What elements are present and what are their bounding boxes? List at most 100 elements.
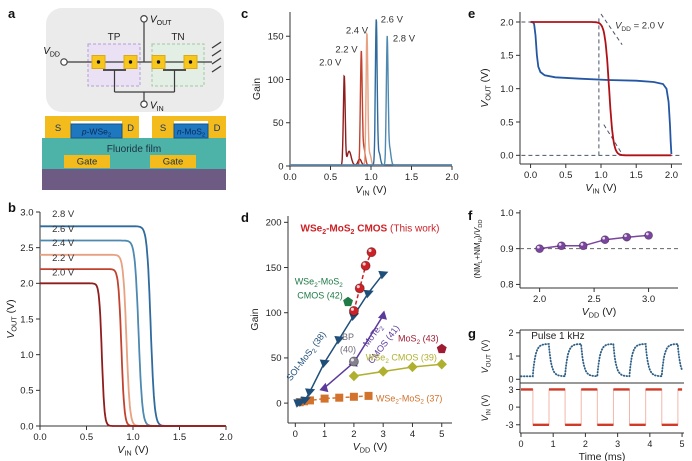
svg-text:-3: -3: [505, 420, 513, 430]
svg-text:5: 5: [680, 439, 685, 449]
svg-text:VIN: VIN: [150, 101, 164, 114]
series-bp-40: [348, 356, 359, 367]
svg-text:2: 2: [351, 429, 356, 440]
svg-text:3.0: 3.0: [20, 207, 33, 218]
svg-text:2.0: 2.0: [219, 432, 232, 443]
panel-f-chart: 2.0 2.5 3.0 0.8 0.9 1.0 VDD (V) (NML+NMH)/VDD: [473, 208, 678, 320]
svg-text:1: 1: [551, 439, 556, 449]
chart-c: 0.0 0.5 1.0 1.5 2.0 0 50 100 150 VIN (V) Gain 2.0 V…: [251, 12, 459, 198]
svg-text:2.4 V: 2.4 V: [346, 26, 369, 37]
svg-text:2.2 V: 2.2 V: [335, 45, 358, 56]
svg-text:2.0: 2.0: [20, 279, 33, 290]
svg-text:2.0: 2.0: [533, 294, 546, 305]
axis-labels-b: 0.0 0.5 1.0 1.5 2.0 0.0 0.5 1.0 1.5 2.0 2.5 3.0 VIN …: [5, 207, 233, 457]
svg-text:SOI-MoS2 (38): SOI-MoS2 (38): [284, 330, 329, 385]
svg-text:1.0: 1.0: [594, 170, 607, 181]
svg-text:VOUT (V): VOUT (V): [5, 299, 19, 338]
svg-text:0.5: 0.5: [80, 432, 93, 443]
svg-text:D: D: [214, 123, 221, 134]
axis-labels-g1: 0 1 2 VOUT (V): [480, 328, 514, 384]
svg-text:100: 100: [266, 308, 282, 319]
svg-text:0.0: 0.0: [524, 170, 537, 181]
axes-c: [286, 12, 453, 170]
svg-text:3: 3: [381, 429, 386, 440]
panel-c-chart: 0.0 0.5 1.0 1.5 2.0 0 50 100 150 VIN (V) Gain 2.0 V…: [251, 12, 459, 198]
svg-text:0: 0: [508, 402, 513, 412]
contact-dot-icon: [128, 60, 133, 64]
svg-text:TP: TP: [108, 32, 121, 43]
chart-f: 2.0 2.5 3.0 0.8 0.9 1.0 VDD (V) (NML+NMH)/VDD: [473, 208, 678, 320]
svg-text:0.5: 0.5: [324, 172, 337, 183]
svg-text:VOUT: VOUT: [150, 15, 172, 28]
svg-text:VDD: VDD: [43, 46, 60, 59]
panel-label-b: b: [8, 200, 16, 215]
svg-text:2.0: 2.0: [665, 170, 678, 181]
svg-text:(40): (40): [340, 344, 356, 354]
svg-text:CMOS (42): CMOS (42): [297, 290, 343, 300]
svg-text:5: 5: [439, 429, 444, 440]
svg-text:1.0: 1.0: [126, 432, 139, 443]
chart-b: 0.0 0.5 1.0 1.5 2.0 0.0 0.5 1.0 1.5 2.0 2.5 3.0 VIN …: [5, 207, 233, 457]
svg-text:0: 0: [508, 375, 513, 385]
svg-text:1.0: 1.0: [364, 172, 377, 183]
chart-e: 0.0 0.5 1.0 1.5 2.0 0.0 0.5 1.0 1.5 2.0 VIN (V) VOU…: [479, 12, 682, 196]
series-2-0-v: [40, 282, 226, 427]
svg-text:2.5: 2.5: [587, 294, 600, 305]
panel-b-chart: 0.0 0.5 1.0 1.5 2.0 0.0 0.5 1.0 1.5 2.0 2.5 3.0 VIN …: [5, 207, 233, 457]
svg-text:Gate: Gate: [77, 157, 98, 168]
svg-text:1.5: 1.5: [20, 314, 33, 325]
svg-text:Gain: Gain: [249, 308, 261, 330]
svg-text:200: 200: [266, 218, 282, 229]
source-right: [152, 116, 174, 138]
svg-text:2.0: 2.0: [445, 172, 458, 183]
svg-text:S: S: [55, 123, 61, 134]
svg-text:0.9: 0.9: [500, 244, 513, 255]
svg-text:3.0: 3.0: [642, 294, 655, 305]
panel-label-a: a: [8, 6, 16, 21]
svg-text:VOUT (V): VOUT (V): [480, 340, 492, 374]
svg-text:2.8 V: 2.8 V: [52, 209, 75, 220]
svg-text:WSe2-MoS2 (37): WSe2-MoS2 (37): [376, 393, 443, 405]
panel-e-chart: 0.0 0.5 1.0 1.5 2.0 0.0 0.5 1.0 1.5 2.0 VIN (V) VOU…: [479, 12, 682, 196]
series-mos2-43: [436, 343, 447, 354]
series-soi-mos2-38: [293, 270, 389, 408]
svg-text:1.0: 1.0: [500, 208, 513, 219]
series-wse2-mos2-cmos-42: [343, 296, 353, 307]
series-vtc: [530, 21, 672, 157]
svg-text:0: 0: [276, 398, 281, 409]
chart-g1: 0 1 2 VOUT (V) Pulse 1 kHz: [480, 328, 684, 385]
svg-text:WSe2-MoS2: WSe2-MoS2: [295, 277, 344, 289]
panel-label-g: g: [468, 326, 476, 341]
svg-text:2.4 V: 2.4 V: [52, 238, 75, 249]
svg-text:Fluoride film: Fluoride film: [107, 144, 161, 155]
gate-right: [150, 155, 196, 168]
series-2-8-v: [290, 35, 452, 166]
contact-dot-icon: [156, 60, 161, 64]
drain-right: [208, 116, 226, 138]
svg-text:1: 1: [322, 429, 327, 440]
series-wse2-mos2-cmos-this-work: [348, 247, 377, 316]
svg-text:3: 3: [615, 439, 620, 449]
svg-text:WSe2-MoS2 CMOS (This work): WSe2-MoS2 CMOS (This work): [301, 223, 440, 236]
svg-text:150: 150: [268, 32, 284, 43]
panel-a-schematic: TP TN VDD VOUT VIN S D S Dp-WSe2 n-MoS2 Fluoride f…: [42, 8, 226, 190]
panel-label-e: e: [468, 6, 476, 21]
svg-text:0: 0: [278, 161, 283, 172]
svg-text:100: 100: [268, 75, 284, 86]
svg-text:S: S: [160, 123, 166, 134]
svg-text:1.5: 1.5: [173, 432, 186, 443]
svg-text:1: 1: [508, 351, 513, 361]
svg-text:4: 4: [410, 429, 415, 440]
svg-text:VIN (V): VIN (V): [355, 184, 386, 198]
svg-text:2.2 V: 2.2 V: [52, 253, 75, 264]
svg-text:50: 50: [273, 118, 284, 129]
substrate-layer: [42, 169, 226, 190]
svg-text:4: 4: [647, 439, 652, 449]
svg-text:1.0: 1.0: [20, 350, 33, 361]
svg-text:VIN (V): VIN (V): [480, 395, 492, 422]
vin-terminal-icon: [140, 100, 148, 109]
series-2-4-v: [290, 31, 452, 166]
